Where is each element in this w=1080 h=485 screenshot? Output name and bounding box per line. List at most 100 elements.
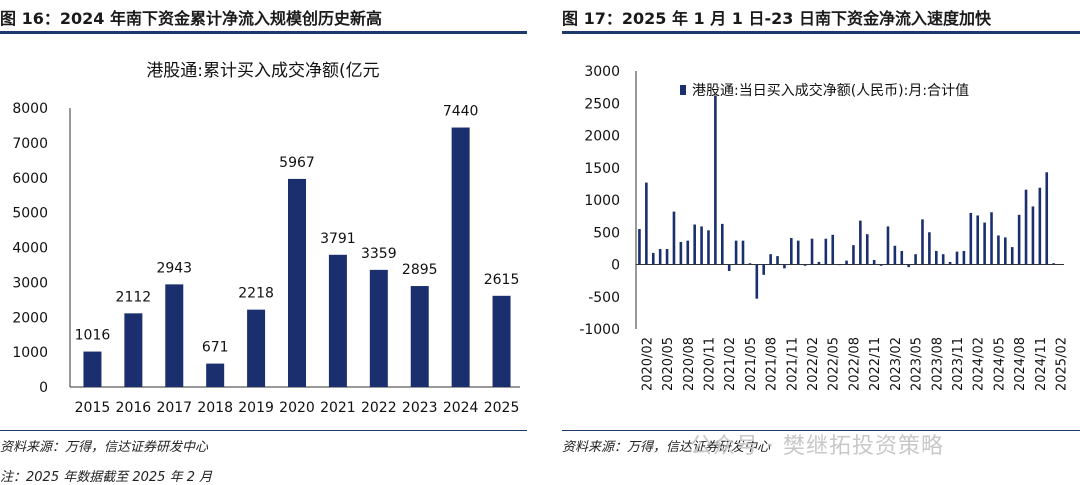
left-chart-title: 港股通:累计买入成交净额(亿元 <box>146 61 379 81</box>
right-bar <box>693 224 696 265</box>
right-title-rule <box>562 31 1080 34</box>
right-x-tick-label: 2022/11 <box>868 337 883 391</box>
right-bar <box>679 241 683 265</box>
right-bar <box>707 230 710 265</box>
left-y-tick-label: 1000 <box>12 345 48 361</box>
left-bar <box>410 286 429 387</box>
left-data-label: 3791 <box>320 231 356 247</box>
right-bar <box>810 238 814 265</box>
right-bar <box>831 234 835 265</box>
right-bar <box>748 263 752 265</box>
left-x-tick-label: 2019 <box>238 400 274 416</box>
right-bar <box>872 259 876 265</box>
left-y-tick-label: 0 <box>39 380 48 396</box>
right-x-tick-label: 2020/08 <box>682 337 697 391</box>
left-x-tick-label: 2023 <box>402 400 438 416</box>
left-x-tick-label: 2016 <box>116 400 152 416</box>
right-bar <box>638 229 641 265</box>
right-bar <box>700 226 703 265</box>
right-y-tick-label: 2000 <box>584 129 620 145</box>
right-bar <box>741 240 745 265</box>
right-x-tick-label: 2021/11 <box>785 337 800 391</box>
right-bar <box>651 252 655 265</box>
right-bar <box>796 240 800 265</box>
left-data-label: 2895 <box>402 262 438 278</box>
right-y-tick-label: -500 <box>588 290 620 306</box>
right-bar <box>865 234 869 265</box>
right-bar <box>990 212 993 265</box>
left-bar <box>288 178 306 387</box>
right-bar <box>969 212 973 265</box>
left-note-text: 注：2025 年数据截至 2025 年 2 月 <box>0 470 213 485</box>
right-bar <box>1010 247 1014 265</box>
right-bar <box>1004 237 1007 265</box>
right-bar <box>1017 214 1021 265</box>
left-bar <box>165 284 184 387</box>
right-bar <box>714 95 717 265</box>
right-bar <box>783 264 786 269</box>
right-bar <box>776 256 779 265</box>
right-bar <box>762 264 766 275</box>
right-bar <box>879 264 883 266</box>
right-x-tick-label: 2023/08 <box>930 337 945 391</box>
left-bar-chart: 港股通:累计买入成交净额(亿元 0 1000 2000 3000 4000 5000 600… <box>12 61 520 416</box>
left-y-tick-label: 3000 <box>12 275 48 291</box>
right-legend-label: 港股通:当日买入成交净额(人民币):月:合计值 <box>692 82 969 99</box>
right-bar <box>934 250 938 265</box>
right-bar <box>720 223 724 265</box>
right-bar <box>734 240 738 265</box>
right-bar <box>755 264 759 299</box>
left-data-label: 7440 <box>443 104 479 120</box>
right-bar <box>976 215 980 265</box>
right-bar <box>1052 263 1055 265</box>
right-x-tick-label: 2022/05 <box>827 337 842 391</box>
left-bar <box>451 127 470 387</box>
right-x-tick-label: 2020/11 <box>702 337 717 391</box>
right-y-tick-label: 0 <box>611 258 620 274</box>
right-bar <box>686 240 690 265</box>
left-y-tick-label: 4000 <box>12 241 48 257</box>
right-bar <box>1024 189 1028 265</box>
left-figure-title: 图 16：2024 年南下资金累计净流入规模创历史新高 <box>0 9 382 28</box>
right-bar <box>658 249 662 265</box>
right-bar <box>928 232 931 265</box>
left-bar <box>206 363 225 387</box>
watermark: 公众号 · 樊继拓投资策略 <box>690 434 944 459</box>
left-bar <box>328 254 347 387</box>
left-bar <box>369 269 388 387</box>
left-x-tick-label: 2018 <box>197 400 233 416</box>
right-y-tick-label: -1000 <box>579 322 620 338</box>
right-bar <box>803 264 807 266</box>
right-bar <box>886 226 890 265</box>
right-x-tick-label: 2020/05 <box>661 337 676 391</box>
right-y-tick-label: 3000 <box>584 64 620 80</box>
right-x-tick-label: 2021/05 <box>744 337 759 391</box>
right-legend-swatch <box>680 85 686 95</box>
right-bar <box>645 182 648 265</box>
right-bar <box>1045 172 1049 265</box>
right-bar <box>727 264 731 271</box>
right-x-tick-label: 2025/02 <box>1055 337 1070 391</box>
right-bar <box>907 264 910 268</box>
right-bar-chart: -1000 -500 0 500 1000 1500 2000 2500 3000 2020/02… <box>579 64 1070 391</box>
left-data-label: 3359 <box>361 246 397 262</box>
right-bar <box>955 251 959 265</box>
right-bar <box>900 250 904 265</box>
right-x-tick-label: 2022/02 <box>806 337 821 391</box>
right-bar <box>665 249 669 265</box>
left-x-tick-label: 2021 <box>320 400 356 416</box>
right-bar <box>859 220 862 265</box>
left-data-label: 671 <box>202 340 229 356</box>
left-y-tick-label: 5000 <box>12 206 48 222</box>
right-y-tick-label: 1500 <box>584 161 620 177</box>
right-x-tick-label: 2021/08 <box>765 337 780 391</box>
left-y-tick-label: 8000 <box>12 101 48 117</box>
left-y-tick-label: 6000 <box>12 171 48 187</box>
right-figure-title: 图 17：2025 年 1 月 1 日-23 日南下资金净流入速度加快 <box>562 9 991 28</box>
right-bar <box>824 238 828 265</box>
right-x-tick-label: 2022/08 <box>847 337 862 391</box>
right-source-text: 资料来源：万得，信达证券研发中心 <box>562 440 771 455</box>
right-bar <box>838 264 841 266</box>
left-x-tick-label: 2022 <box>361 400 397 416</box>
right-bar <box>1031 206 1035 265</box>
